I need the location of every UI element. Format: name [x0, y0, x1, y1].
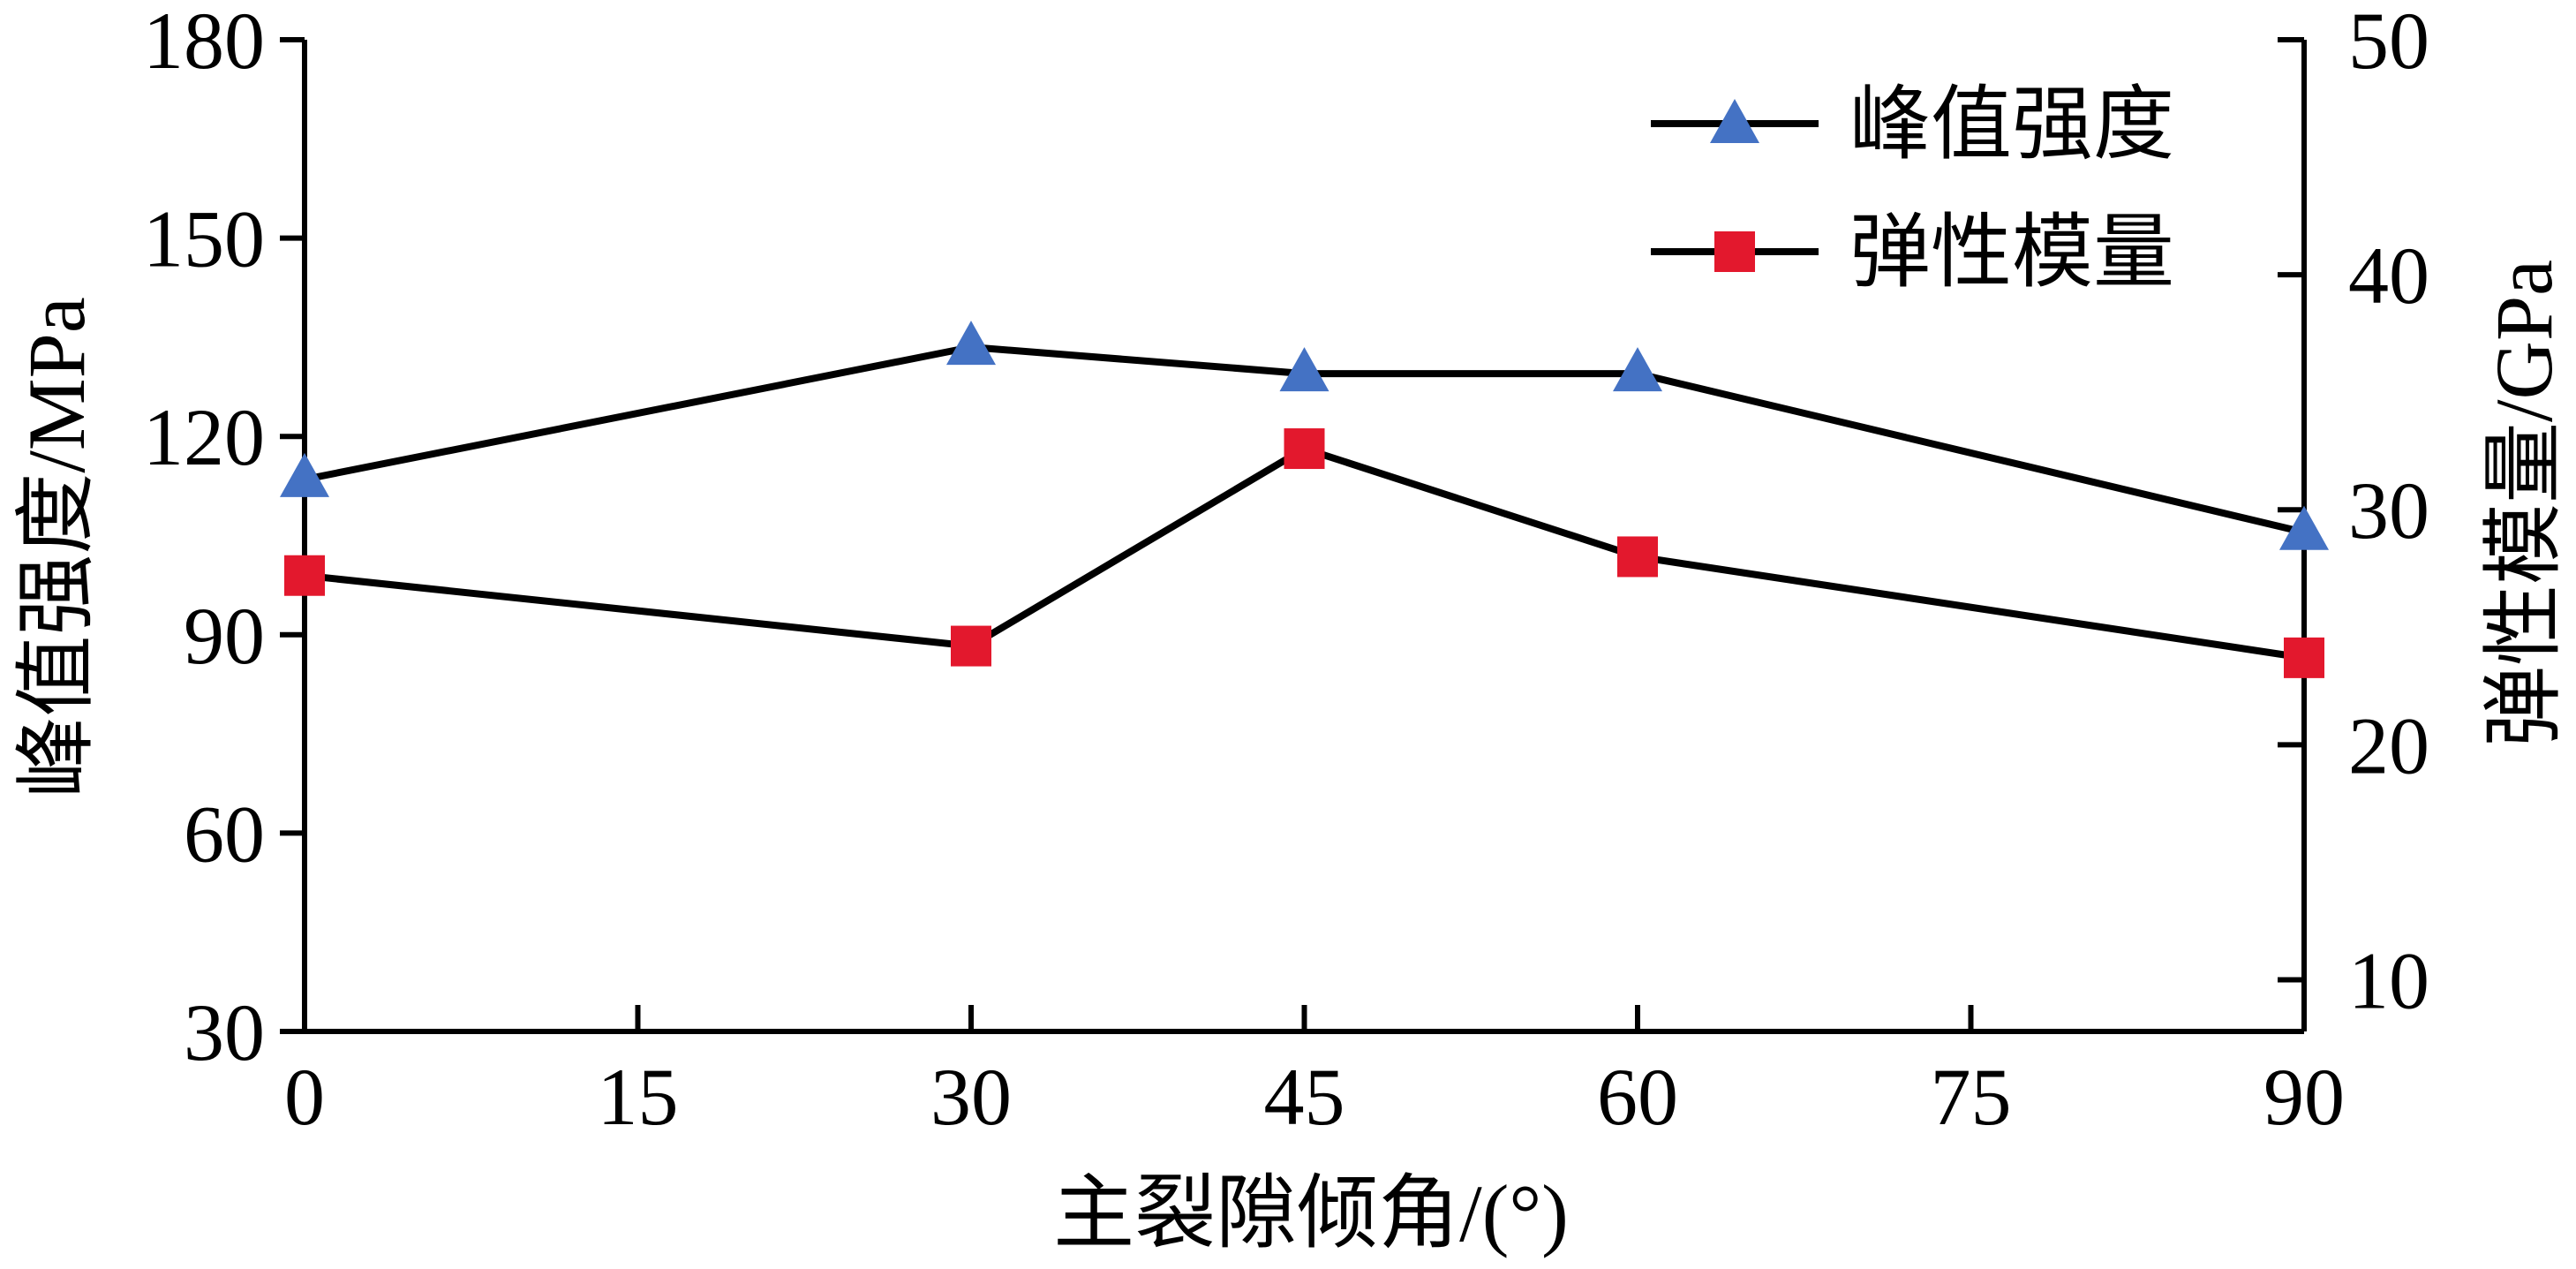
series-lines	[304, 344, 2305, 661]
left-y-tick-label-60: 60	[184, 789, 265, 879]
point-elastic-modulus-x90	[2284, 637, 2324, 678]
legend-marker-square	[1714, 231, 1755, 272]
right-y-axis-title: 弹性模量/GPa	[2479, 260, 2569, 747]
left-y-tick-label-180: 180	[143, 0, 265, 86]
point-peak-strength-x90	[2279, 505, 2329, 550]
point-peak-strength-x60	[1613, 347, 1662, 392]
left-y-tick-label-90: 90	[184, 591, 265, 681]
left-y-tick-label-30: 30	[184, 987, 265, 1077]
right-y-tick-label-20: 20	[2348, 700, 2429, 790]
series-line-1	[304, 445, 2305, 661]
x-tick-label-90: 90	[2263, 1052, 2345, 1142]
point-elastic-modulus-x30	[951, 625, 991, 667]
legend-label-elastic-modulus: 弹性模量	[1849, 208, 2174, 298]
left-y-tick-label-120: 120	[143, 392, 265, 482]
point-elastic-modulus-x0	[284, 555, 325, 596]
right-y-tick-label-30: 30	[2348, 465, 2429, 555]
left-y-tick-label-150: 150	[143, 194, 265, 284]
legend-item-peak-strength: 峰值强度	[1651, 79, 2174, 170]
right-y-tick-label-50: 50	[2348, 0, 2429, 86]
right-y-tick-label-10: 10	[2348, 935, 2429, 1025]
x-axis-title: 主裂隙倾角/(°)	[1053, 1168, 1569, 1258]
series-markers	[280, 321, 2329, 678]
x-tick-label-15: 15	[598, 1052, 679, 1142]
point-peak-strength-x45	[1279, 347, 1329, 392]
right-y-tick-label-40: 40	[2348, 230, 2429, 321]
point-elastic-modulus-x60	[1617, 536, 1658, 578]
axes	[280, 37, 2307, 1034]
point-peak-strength-x30	[946, 321, 996, 366]
x-tick-label-45: 45	[1264, 1052, 1345, 1142]
x-tick-label-75: 75	[1931, 1052, 2012, 1142]
x-tick-label-60: 60	[1597, 1052, 1678, 1142]
left-y-axis-title: 峰值强度/MPa	[11, 297, 102, 797]
legend-item-elastic-modulus: 弹性模量	[1651, 208, 2174, 298]
tick-labels: 0 15 30 45 60 75 90 30 60 90 120 150 180 10 20 30 40 50	[143, 0, 2429, 1142]
point-elastic-modulus-x45	[1284, 428, 1325, 470]
x-tick-label-0: 0	[284, 1052, 325, 1142]
legend: 峰值强度 弹性模量	[1651, 79, 2174, 298]
legend-label-peak-strength: 峰值强度	[1849, 79, 2174, 170]
point-peak-strength-x0	[280, 452, 329, 497]
x-tick-label-30: 30	[930, 1052, 1012, 1142]
legend-marker-triangle	[1710, 99, 1759, 143]
